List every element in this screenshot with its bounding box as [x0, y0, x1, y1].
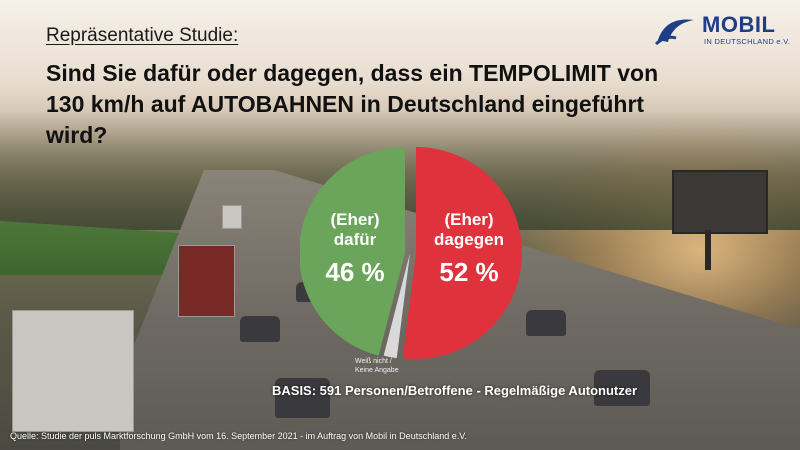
mobil-logo: MOBIL IN DEUTSCHLAND e.V.: [654, 12, 794, 52]
survey-question: Sind Sie dafür oder dagegen, dass ein TE…: [46, 58, 706, 151]
background-car: [275, 378, 330, 418]
slice-value-for: 46 %: [325, 257, 385, 287]
slice-label-dont-know: Weiß nicht / Keine Angabe: [355, 357, 425, 375]
survey-question-line-2: 130 km/h auf AUTOBAHNEN in Deutschland e…: [46, 91, 645, 148]
slice-value-against: 52 %: [439, 257, 499, 287]
source-note: Quelle: Studie der puls Marktforschung G…: [10, 431, 467, 441]
background-truck: [178, 245, 235, 317]
slice-label-for-line-1: (Eher): [330, 210, 380, 229]
background-car: [594, 370, 650, 406]
background-road-sign: [672, 170, 768, 234]
pie-slice-against: [402, 147, 522, 359]
slice-label-for: (Eher) dafür 46 %: [315, 210, 395, 290]
mobil-logo-icon: [654, 19, 694, 46]
basis-note: BASIS: 591 Personen/Betroffene - Regelmä…: [272, 383, 638, 398]
logo-subtitle: IN DEUTSCHLAND e.V.: [704, 37, 791, 46]
logo-name: MOBIL: [702, 12, 776, 37]
background-truck: [222, 205, 242, 229]
survey-question-line-1: Sind Sie dafür oder dagegen, dass ein TE…: [46, 60, 659, 86]
slice-label-for-line-2: dafür: [333, 230, 377, 249]
pie-slice-for: [300, 147, 405, 356]
background-truck: [12, 310, 134, 432]
pie-slice-dont-know: [383, 253, 410, 359]
background-car: [240, 316, 280, 342]
slice-label-dont-know-line-1: Weiß nicht /: [355, 358, 392, 365]
slice-label-dont-know-line-2: Keine Angabe: [355, 367, 399, 374]
background-car: [526, 310, 566, 336]
slice-label-against-line-2: dagegen: [434, 230, 504, 249]
slice-label-against: (Eher) dagegen 52 %: [428, 210, 510, 290]
study-label: Repräsentative Studie:: [46, 25, 239, 46]
slice-label-against-line-1: (Eher): [444, 210, 494, 229]
background-sign-pole: [705, 230, 711, 270]
pie-chart: [300, 147, 522, 359]
